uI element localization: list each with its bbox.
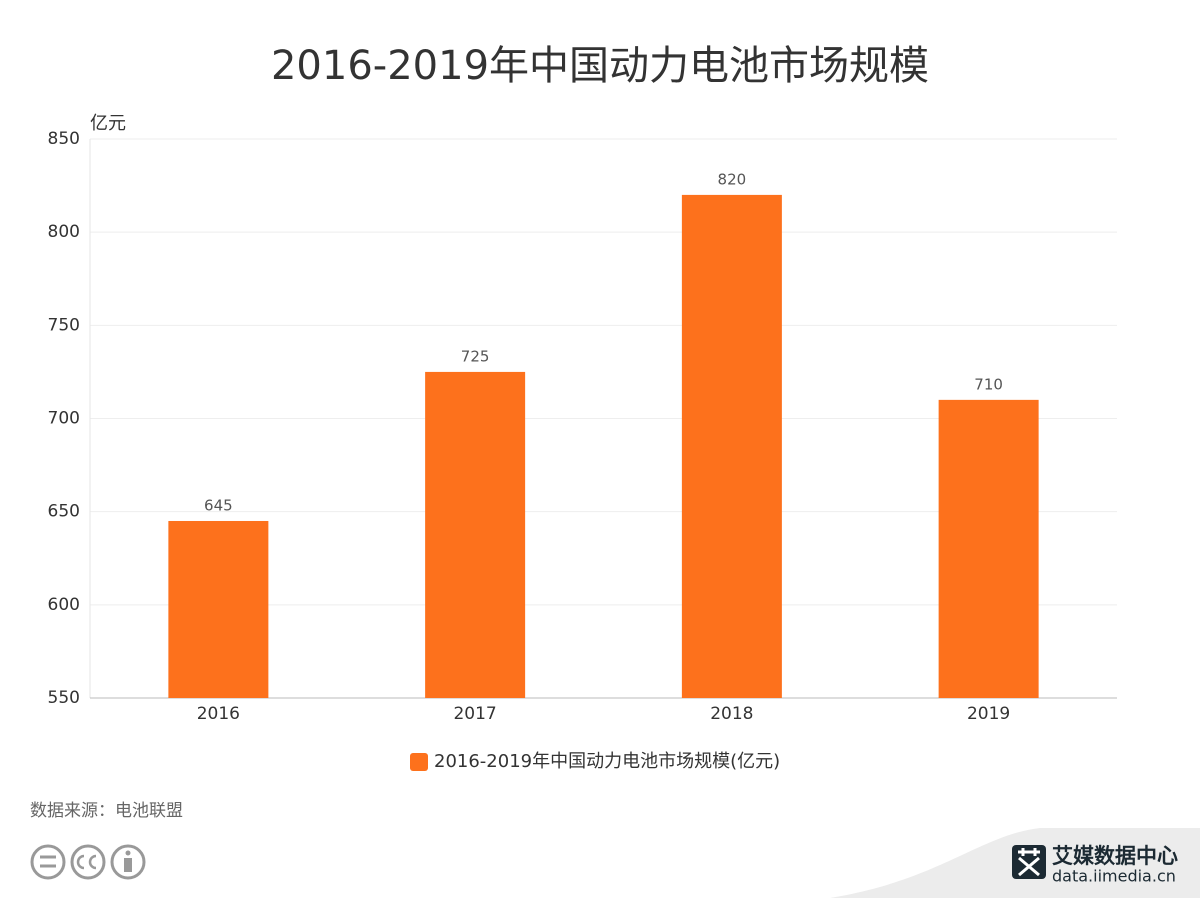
y-tick-label: 800 xyxy=(48,222,80,242)
source-note: 数据来源：电池联盟 xyxy=(30,801,183,821)
data-label: 820 xyxy=(718,170,747,188)
bar xyxy=(168,520,269,698)
brand-name: 艾媒数据中心 xyxy=(1052,844,1178,868)
brand-url: data.iimedia.cn xyxy=(1052,867,1176,886)
brand-icon xyxy=(1012,845,1046,879)
bar xyxy=(938,399,1039,698)
legend-swatch xyxy=(410,753,428,771)
brand-icon-glyph xyxy=(1018,848,1040,877)
x-tick-label: 2016 xyxy=(197,704,240,724)
data-label: 645 xyxy=(204,496,233,514)
data-label: 710 xyxy=(974,375,1003,393)
chart-title: 2016-2019年中国动力电池市场规模 xyxy=(271,43,929,89)
bar xyxy=(425,371,526,698)
legend-label: 2016-2019年中国动力电池市场规模(亿元) xyxy=(434,751,780,772)
x-tick-label: 2019 xyxy=(967,704,1010,724)
y-tick-label: 550 xyxy=(48,688,80,708)
y-axis-title: 亿元 xyxy=(90,113,126,134)
y-tick-label: 850 xyxy=(48,129,80,149)
y-tick-label: 750 xyxy=(48,315,80,335)
y-tick-label: 650 xyxy=(48,502,80,522)
x-tick-label: 2018 xyxy=(710,704,753,724)
bar xyxy=(681,194,782,698)
y-tick-label: 700 xyxy=(48,409,80,429)
license-icons xyxy=(30,844,146,880)
y-tick-label: 600 xyxy=(48,595,80,615)
x-tick-label: 2017 xyxy=(453,704,496,724)
data-label: 725 xyxy=(461,347,490,365)
